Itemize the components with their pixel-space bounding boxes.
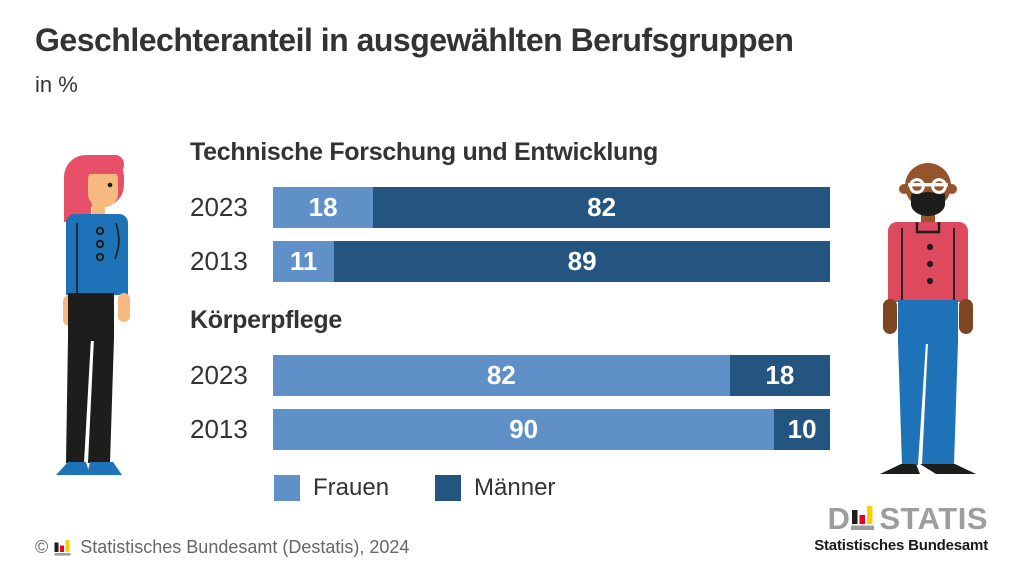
bar-track: 11 89	[273, 241, 830, 282]
legend-label: Männer	[474, 474, 556, 501]
group-header: Technische Forschung und Entwicklung	[190, 138, 658, 166]
bar-segment-maenner: 18	[729, 355, 830, 396]
footer-text: Statistisches Bundesamt (Destatis), 2024	[80, 537, 410, 557]
man-illustration	[880, 163, 976, 474]
page-title: Geschlechteranteil in ausgewählten Beruf…	[35, 22, 794, 58]
bar-value: 82	[486, 360, 516, 390]
chart-group: Technische Forschung und Entwicklung 2023…	[190, 138, 840, 282]
bar-track: 90 10	[273, 409, 830, 450]
bar-segment-frauen: 82	[273, 355, 730, 396]
legend-item: Männer	[435, 474, 555, 502]
bar-track: 82 18	[273, 355, 830, 396]
destatis-logo: D STATIS Statistisches Bundesamt	[814, 502, 988, 554]
year-label: 2023	[190, 192, 248, 222]
bar-row: 2023 82 18	[190, 355, 840, 396]
bar-segment-frauen: 11	[273, 241, 335, 282]
year-label: 2023	[190, 360, 248, 390]
bar-value: 10	[787, 414, 817, 444]
logo-bars-icon	[851, 506, 875, 530]
page-subtitle: in %	[35, 72, 78, 97]
chart-legend: Frauen Männer	[190, 474, 840, 502]
bar-row: 2013 11 89	[190, 241, 840, 282]
bar-segment-frauen: 18	[273, 187, 374, 228]
bar-value: 89	[567, 246, 597, 276]
bar-value: 90	[509, 414, 539, 444]
bar-segment-frauen: 90	[273, 409, 775, 450]
chart-groups: Technische Forschung und Entwicklung 2023…	[190, 138, 840, 450]
bar-row: 2013 90 10	[190, 409, 840, 450]
destatis-wordmark: D STATIS	[827, 500, 988, 536]
chart-group: Körperpflege 2023 82 18 2013 90 10	[190, 306, 840, 450]
woman-illustration	[56, 155, 130, 475]
logo-suffix: STATIS	[879, 500, 988, 536]
bar-value: 18	[765, 360, 795, 390]
copyright-symbol: ©	[35, 537, 49, 557]
bar-segment-maenner: 10	[774, 409, 830, 450]
legend-swatch	[274, 475, 300, 501]
bar-value: 11	[289, 246, 318, 276]
legend-label: Frauen	[313, 474, 390, 501]
group-header: Körperpflege	[190, 306, 342, 334]
bar-segment-maenner: 89	[334, 241, 830, 282]
footer-credit: © Statistisches Bundesamt (Destatis), 20…	[35, 537, 409, 558]
year-label: 2013	[190, 246, 248, 276]
legend-item: Frauen	[274, 474, 389, 502]
bar-value: 18	[308, 192, 338, 222]
bar-row: 2023 18 82	[190, 187, 840, 228]
destatis-bars-icon	[54, 540, 71, 556]
logo-prefix: D	[827, 500, 851, 536]
bar-value: 82	[587, 192, 617, 222]
legend-swatch	[435, 475, 462, 501]
logo-caption: Statistisches Bundesamt	[814, 537, 988, 554]
year-label: 2013	[190, 414, 248, 444]
chart: Technische Forschung und Entwicklung 2023…	[190, 138, 840, 502]
bar-segment-maenner: 82	[373, 187, 830, 228]
bar-track: 18 82	[273, 187, 830, 228]
